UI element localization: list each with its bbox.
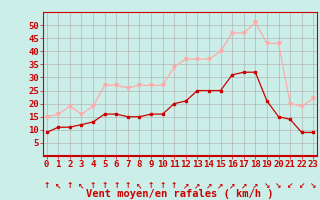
Text: ↖: ↖ [136, 181, 143, 190]
Text: ↗: ↗ [217, 181, 224, 190]
Text: ↖: ↖ [55, 181, 61, 190]
Text: ↘: ↘ [310, 181, 316, 190]
Text: ↑: ↑ [171, 181, 177, 190]
Text: ↙: ↙ [287, 181, 293, 190]
Text: ↑: ↑ [113, 181, 119, 190]
Text: ↗: ↗ [252, 181, 259, 190]
Text: ↗: ↗ [229, 181, 235, 190]
Text: ↗: ↗ [194, 181, 201, 190]
Text: ↑: ↑ [90, 181, 96, 190]
Text: ↙: ↙ [299, 181, 305, 190]
Text: ↗: ↗ [183, 181, 189, 190]
Text: ↘: ↘ [264, 181, 270, 190]
Text: ↗: ↗ [241, 181, 247, 190]
Text: ↑: ↑ [101, 181, 108, 190]
Text: ↑: ↑ [159, 181, 166, 190]
Text: ↑: ↑ [125, 181, 131, 190]
Text: ↖: ↖ [78, 181, 85, 190]
X-axis label: Vent moyen/en rafales ( km/h ): Vent moyen/en rafales ( km/h ) [86, 189, 274, 199]
Text: ↑: ↑ [44, 181, 50, 190]
Text: ↘: ↘ [275, 181, 282, 190]
Text: ↑: ↑ [148, 181, 154, 190]
Text: ↑: ↑ [67, 181, 73, 190]
Text: ↗: ↗ [206, 181, 212, 190]
